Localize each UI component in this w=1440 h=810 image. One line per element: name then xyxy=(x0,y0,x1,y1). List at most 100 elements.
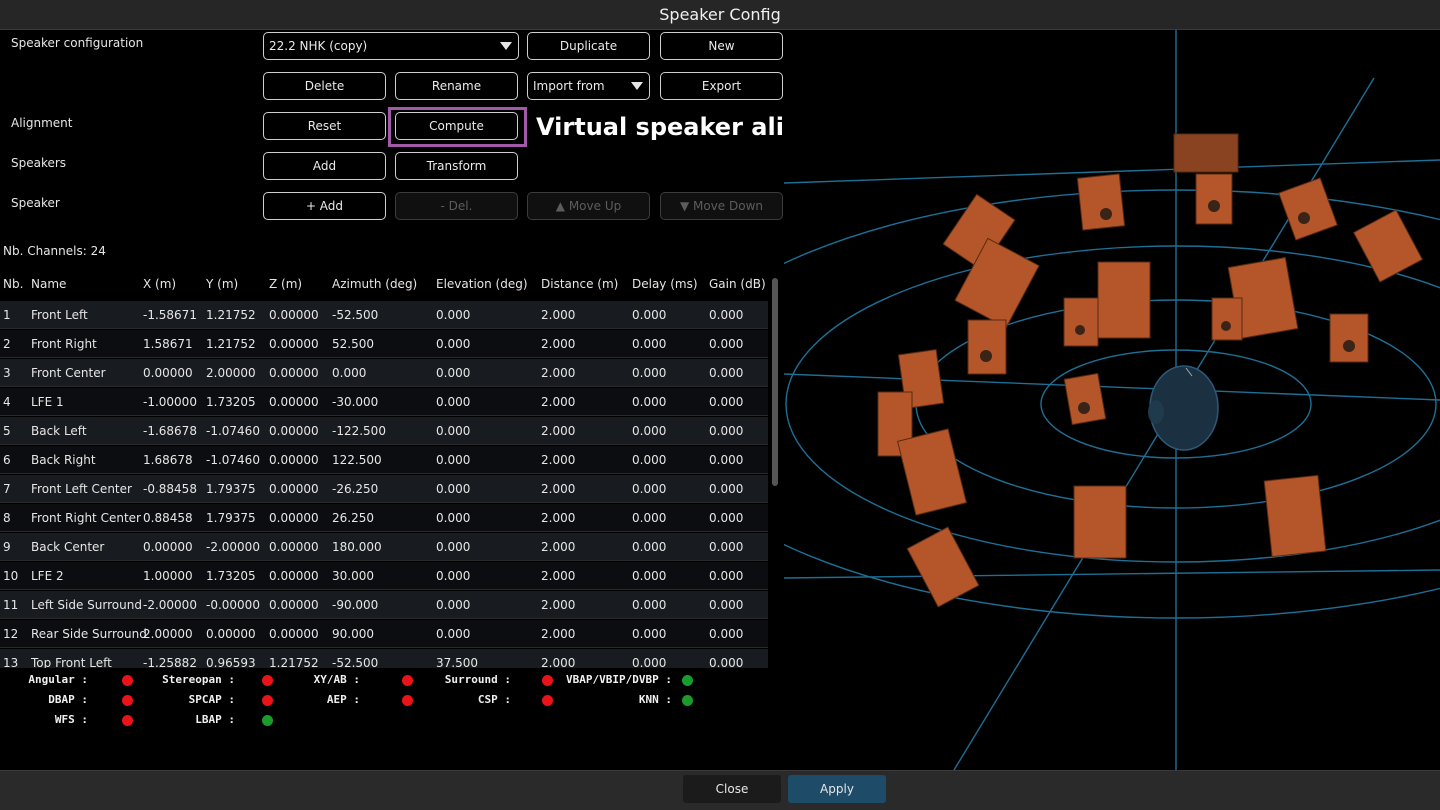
cell-nb[interactable]: 11 xyxy=(3,598,19,612)
cell-name[interactable]: Front Right Center xyxy=(31,511,141,525)
cell-z[interactable]: 0.00000 xyxy=(269,453,319,467)
header-nb[interactable]: Nb. xyxy=(3,277,24,291)
cell-y[interactable]: -1.07460 xyxy=(206,424,260,438)
cell-delay[interactable]: 0.000 xyxy=(632,482,667,496)
cell-elevation[interactable]: 0.000 xyxy=(436,395,471,409)
cell-name[interactable]: Front Left Center xyxy=(31,482,132,496)
cell-name[interactable]: Front Left xyxy=(31,308,88,322)
cell-elevation[interactable]: 0.000 xyxy=(436,598,471,612)
cell-x[interactable]: -1.58671 xyxy=(143,308,197,322)
cell-nb[interactable]: 7 xyxy=(3,482,11,496)
table-row[interactable]: 10 LFE 2 1.00000 1.73205 0.00000 30.000 0.000 2… xyxy=(0,562,768,590)
cell-elevation[interactable]: 37.500 xyxy=(436,656,478,668)
header-y[interactable]: Y (m) xyxy=(206,277,239,291)
cell-y[interactable]: 1.79375 xyxy=(206,511,256,525)
cell-gain[interactable]: 0.000 xyxy=(709,337,744,351)
cell-gain[interactable]: 0.000 xyxy=(709,482,744,496)
cell-distance[interactable]: 2.000 xyxy=(541,656,576,668)
table-row[interactable]: 12 Rear Side Surround 2.00000 0.00000 0.0000… xyxy=(0,620,768,648)
cell-x[interactable]: 1.00000 xyxy=(143,569,193,583)
compute-button[interactable]: Compute xyxy=(395,112,518,140)
header-distance[interactable]: Distance (m) xyxy=(541,277,619,291)
cell-y[interactable]: -1.07460 xyxy=(206,453,260,467)
cell-y[interactable]: -0.00000 xyxy=(206,598,260,612)
cell-name[interactable]: Front Center xyxy=(31,366,106,380)
cell-nb[interactable]: 4 xyxy=(3,395,11,409)
cell-distance[interactable]: 2.000 xyxy=(541,511,576,525)
table-row[interactable]: 5 Back Left -1.68678 -1.07460 0.00000 -122.50… xyxy=(0,417,768,445)
cell-gain[interactable]: 0.000 xyxy=(709,424,744,438)
cell-distance[interactable]: 2.000 xyxy=(541,482,576,496)
cell-delay[interactable]: 0.000 xyxy=(632,453,667,467)
cell-name[interactable]: LFE 1 xyxy=(31,395,64,409)
cell-x[interactable]: 0.00000 xyxy=(143,540,193,554)
cell-nb[interactable]: 2 xyxy=(3,337,11,351)
header-delay[interactable]: Delay (ms) xyxy=(632,277,698,291)
cell-gain[interactable]: 0.000 xyxy=(709,308,744,322)
cell-x[interactable]: -0.88458 xyxy=(143,482,197,496)
cell-gain[interactable]: 0.000 xyxy=(709,627,744,641)
table-row[interactable]: 3 Front Center 0.00000 2.00000 0.00000 0.000 0… xyxy=(0,359,768,387)
cell-azimuth[interactable]: 122.500 xyxy=(332,453,382,467)
cell-y[interactable]: 1.73205 xyxy=(206,569,256,583)
cell-distance[interactable]: 2.000 xyxy=(541,424,576,438)
reset-button[interactable]: Reset xyxy=(263,112,386,140)
cell-z[interactable]: 0.00000 xyxy=(269,337,319,351)
header-name[interactable]: Name xyxy=(31,277,67,291)
cell-nb[interactable]: 6 xyxy=(3,453,11,467)
cell-elevation[interactable]: 0.000 xyxy=(436,308,471,322)
cell-gain[interactable]: 0.000 xyxy=(709,569,744,583)
move-up-button[interactable]: ▲ Move Up xyxy=(527,192,650,220)
cell-elevation[interactable]: 0.000 xyxy=(436,540,471,554)
cell-name[interactable]: Top Front Left xyxy=(31,656,112,668)
cell-delay[interactable]: 0.000 xyxy=(632,540,667,554)
cell-name[interactable]: Back Right xyxy=(31,453,96,467)
cell-elevation[interactable]: 0.000 xyxy=(436,424,471,438)
delete-button[interactable]: Delete xyxy=(263,72,386,100)
cell-z[interactable]: 0.00000 xyxy=(269,366,319,380)
cell-azimuth[interactable]: 90.000 xyxy=(332,627,374,641)
cell-x[interactable]: -1.68678 xyxy=(143,424,197,438)
cell-y[interactable]: 2.00000 xyxy=(206,366,256,380)
move-down-button[interactable]: ▼ Move Down xyxy=(660,192,783,220)
cell-nb[interactable]: 9 xyxy=(3,540,11,554)
cell-delay[interactable]: 0.000 xyxy=(632,337,667,351)
cell-nb[interactable]: 12 xyxy=(3,627,19,641)
cell-x[interactable]: -1.25882 xyxy=(143,656,197,668)
add-speaker-button[interactable]: + Add xyxy=(263,192,386,220)
cell-x[interactable]: 1.58671 xyxy=(143,337,193,351)
cell-azimuth[interactable]: -90.000 xyxy=(332,598,379,612)
cell-name[interactable]: Back Left xyxy=(31,424,87,438)
cell-azimuth[interactable]: 30.000 xyxy=(332,569,374,583)
cell-elevation[interactable]: 0.000 xyxy=(436,511,471,525)
cell-name[interactable]: LFE 2 xyxy=(31,569,64,583)
table-row[interactable]: 4 LFE 1 -1.00000 1.73205 0.00000 -30.000 0.000… xyxy=(0,388,768,416)
cell-z[interactable]: 0.00000 xyxy=(269,540,319,554)
cell-nb[interactable]: 8 xyxy=(3,511,11,525)
table-row[interactable]: 1 Front Left -1.58671 1.21752 0.00000 -52.500… xyxy=(0,301,768,329)
cell-y[interactable]: 1.79375 xyxy=(206,482,256,496)
cell-delay[interactable]: 0.000 xyxy=(632,627,667,641)
export-button[interactable]: Export xyxy=(660,72,783,100)
cell-gain[interactable]: 0.000 xyxy=(709,453,744,467)
import-from-select[interactable]: Import from xyxy=(527,72,650,100)
table-row[interactable]: 11 Left Side Surround -2.00000 -0.00000 0.00… xyxy=(0,591,768,619)
cell-delay[interactable]: 0.000 xyxy=(632,366,667,380)
cell-delay[interactable]: 0.000 xyxy=(632,656,667,668)
cell-distance[interactable]: 2.000 xyxy=(541,366,576,380)
cell-z[interactable]: 0.00000 xyxy=(269,627,319,641)
cell-gain[interactable]: 0.000 xyxy=(709,540,744,554)
cell-y[interactable]: 0.00000 xyxy=(206,627,256,641)
speaker-3d-viewport[interactable] xyxy=(784,30,1440,770)
cell-azimuth[interactable]: 26.250 xyxy=(332,511,374,525)
duplicate-button[interactable]: Duplicate xyxy=(527,32,650,60)
cell-gain[interactable]: 0.000 xyxy=(709,656,744,668)
cell-distance[interactable]: 2.000 xyxy=(541,540,576,554)
cell-y[interactable]: 1.73205 xyxy=(206,395,256,409)
cell-elevation[interactable]: 0.000 xyxy=(436,482,471,496)
cell-elevation[interactable]: 0.000 xyxy=(436,366,471,380)
cell-x[interactable]: -1.00000 xyxy=(143,395,197,409)
cell-distance[interactable]: 2.000 xyxy=(541,598,576,612)
cell-gain[interactable]: 0.000 xyxy=(709,598,744,612)
cell-azimuth[interactable]: -26.250 xyxy=(332,482,379,496)
